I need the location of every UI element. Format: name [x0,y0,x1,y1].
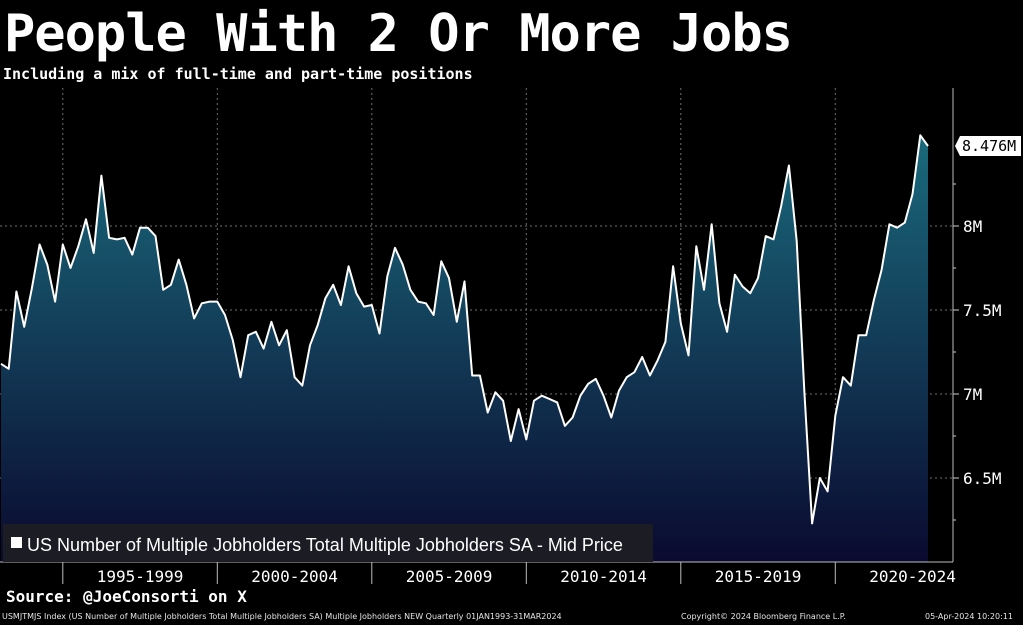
series-area [1,135,928,563]
timestamp: 05-Apr-2024 10:20:11 [925,612,1013,621]
index-note: USMJTMJS Index (US Number of Multiple Jo… [2,612,562,621]
x-tick-label: 2000-2004 [251,567,338,586]
y-tick-label: 8M [963,217,982,236]
x-tick-label: 2010-2014 [560,567,647,586]
x-tick-label: 2015-2019 [715,567,802,586]
series-line [0,134,929,525]
chart-title: People With 2 Or More Jobs [4,4,793,64]
y-tick-label: 6.5M [963,469,1002,488]
y-tick-label: 7.5M [963,301,1002,320]
x-tick-label: 1995-1999 [97,567,184,586]
legend: US Number of Multiple Jobholders Total M… [3,524,653,562]
last-value-tag: 8.476M [955,136,1021,157]
axis-layer: 6.5M 7M 7.5M 8M 1995-1999 2000-2004 2005-2009 2… [0,88,1002,586]
source-credit: Source: @JoeConsorti on X [6,587,247,606]
last-value-label: 8.476M [962,137,1016,155]
chart-subtitle: Including a mix of full-time and part-ti… [3,65,473,83]
legend-label: US Number of Multiple Jobholders Total M… [27,535,623,555]
y-tick-label: 7M [963,385,982,404]
copyright: Copyright© 2024 Bloomberg Finance L.P. [681,612,846,621]
legend-swatch [11,537,22,548]
legend-box [3,524,653,562]
x-tick-label: 2020-2024 [869,567,956,586]
last-value-tag-shape [955,136,1021,157]
x-tick-label: 2005-2009 [406,567,493,586]
